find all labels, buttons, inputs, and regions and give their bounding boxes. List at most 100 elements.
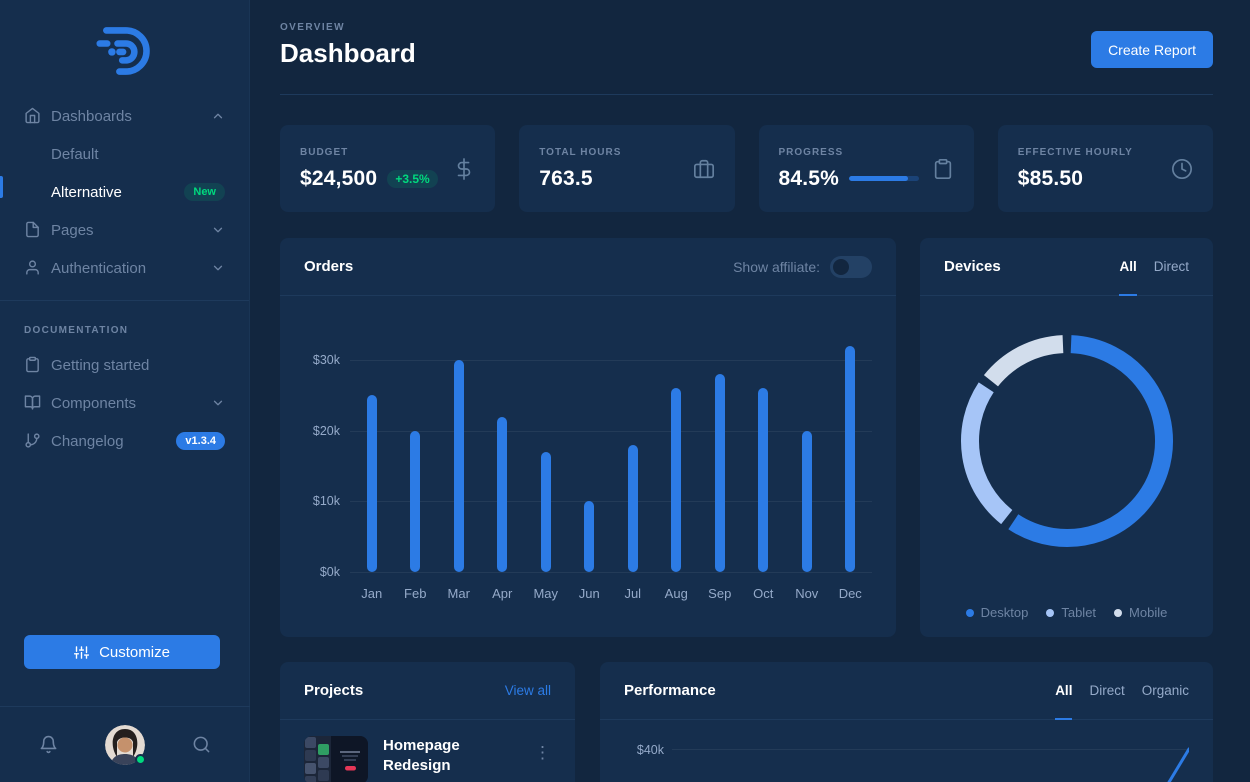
sidebar-section-heading: DOCUMENTATION bbox=[24, 325, 129, 336]
bar-jun bbox=[584, 501, 595, 572]
devices-card: Devices All Direct Desktop Tablet Mobile bbox=[920, 238, 1213, 637]
sidebar-item-default[interactable]: Default bbox=[0, 135, 249, 173]
xtick-label: Nov bbox=[795, 586, 819, 601]
chevron-down-icon bbox=[211, 396, 225, 410]
sidebar-item-pages[interactable]: Pages bbox=[0, 211, 249, 249]
bar-may bbox=[540, 451, 551, 572]
customize-label: Customize bbox=[99, 643, 170, 661]
bar-slot bbox=[524, 451, 568, 572]
xtick-label: Aug bbox=[664, 586, 688, 601]
performance-tab-organic[interactable]: Organic bbox=[1141, 682, 1189, 698]
performance-card-header: Performance All Direct Organic bbox=[600, 662, 1213, 720]
project-list-item[interactable]: Homepage Redesign ⋮ bbox=[280, 720, 575, 782]
projects-title: Projects bbox=[304, 682, 364, 699]
sidebar-item-label: Pages bbox=[51, 221, 94, 239]
bar-slot bbox=[655, 388, 699, 572]
progress-bar bbox=[849, 176, 920, 181]
stat-value: $85.50 bbox=[1017, 166, 1084, 190]
xtick-label: Sep bbox=[708, 586, 732, 601]
sidebar-item-changelog[interactable]: Changelog v1.3.4 bbox=[0, 422, 249, 460]
bar-aug bbox=[671, 388, 682, 572]
performance-tab-direct[interactable]: Direct bbox=[1089, 682, 1125, 698]
ytick-label: $0k bbox=[319, 565, 340, 579]
progress-fill bbox=[849, 176, 909, 181]
sidebar-item-alternative[interactable]: Alternative New bbox=[0, 173, 249, 211]
version-badge: v1.3.4 bbox=[176, 432, 225, 450]
dashkit-logo-icon bbox=[88, 22, 162, 85]
git-branch-icon bbox=[24, 432, 42, 450]
orders-card: Orders Show affiliate: $0k $10k $20k $30k Ja… bbox=[280, 238, 896, 637]
legend-label: Tablet bbox=[1061, 605, 1097, 620]
performance-line-chart bbox=[1167, 747, 1189, 782]
devices-donut-chart bbox=[960, 335, 1173, 547]
performance-tab-all[interactable]: All bbox=[1055, 662, 1073, 720]
bar-dec bbox=[845, 345, 856, 572]
bar-feb bbox=[410, 430, 421, 572]
ytick-label: $20k bbox=[312, 423, 340, 438]
user-avatar[interactable] bbox=[105, 724, 146, 765]
bar-slot bbox=[829, 345, 873, 572]
bar-apr bbox=[497, 416, 508, 572]
gridline bbox=[350, 572, 872, 573]
customize-button[interactable]: Customize bbox=[24, 635, 220, 669]
app-logo[interactable] bbox=[0, 0, 249, 85]
sidebar-item-label: Components bbox=[51, 394, 137, 412]
legend-item-tablet: Tablet bbox=[1046, 605, 1096, 620]
bar-oct bbox=[758, 388, 769, 572]
donut-segment-mobile bbox=[983, 335, 1064, 387]
performance-gridline bbox=[672, 749, 1189, 750]
legend-dot-mobile bbox=[1114, 608, 1123, 617]
xtick-label: Oct bbox=[753, 586, 774, 601]
sidebar-item-authentication[interactable]: Authentication bbox=[0, 249, 249, 287]
main-content: OVERVIEW Dashboard Create Report BUDGET … bbox=[250, 0, 1250, 782]
performance-line bbox=[1167, 747, 1189, 782]
stat-value: 763.5 bbox=[539, 166, 593, 190]
chevron-up-icon bbox=[211, 109, 225, 123]
devices-tab-direct[interactable]: Direct bbox=[1153, 258, 1189, 274]
legend-item-mobile: Mobile bbox=[1114, 605, 1167, 620]
show-affiliate-toggle[interactable] bbox=[830, 255, 872, 278]
xtick-label: Jan bbox=[361, 586, 383, 601]
search-icon[interactable] bbox=[192, 735, 211, 754]
devices-donut-wrap bbox=[920, 326, 1213, 556]
orders-bar-chart: $0k $10k $20k $30k Jan Feb Mar Apr May Jun Jul Aug S… bbox=[304, 345, 873, 618]
bar-slot bbox=[394, 430, 438, 572]
stat-card-effective-hourly: EFFECTIVE HOURLY $85.50 bbox=[997, 125, 1213, 212]
performance-title: Performance bbox=[624, 682, 716, 699]
bell-icon[interactable] bbox=[39, 735, 58, 754]
bar-mar bbox=[453, 360, 464, 572]
sidebar-item-label: Authentication bbox=[51, 259, 147, 277]
sidebar-item-getting-started[interactable]: Getting started bbox=[0, 346, 249, 384]
active-nav-indicator bbox=[0, 176, 3, 198]
devices-legend: Desktop Tablet Mobile bbox=[920, 605, 1213, 620]
sidebar-item-label: Alternative bbox=[51, 183, 122, 201]
sidebar-item-label: Changelog bbox=[51, 432, 124, 450]
stat-card-progress: PROGRESS 84.5% bbox=[758, 125, 974, 212]
clock-icon bbox=[1171, 158, 1193, 180]
sidebar-item-label: Dashboards bbox=[51, 107, 132, 125]
bar-jul bbox=[627, 444, 638, 572]
show-affiliate-label: Show affiliate: bbox=[733, 258, 820, 275]
bar-nov bbox=[801, 430, 812, 572]
bar-slot bbox=[742, 388, 786, 572]
donut-segment-tablet bbox=[960, 382, 1013, 525]
sidebar-nav: Dashboards Default Alternative New Pages bbox=[0, 97, 249, 460]
view-all-link[interactable]: View all bbox=[504, 683, 551, 698]
legend-label: Mobile bbox=[1129, 605, 1168, 620]
kebab-menu-icon[interactable]: ⋮ bbox=[534, 743, 551, 762]
devices-title: Devices bbox=[944, 258, 1001, 275]
xtick-label: Jun bbox=[578, 586, 600, 601]
legend-label: Desktop bbox=[980, 605, 1029, 620]
online-status-dot bbox=[135, 753, 146, 765]
devices-tab-all[interactable]: All bbox=[1119, 238, 1137, 296]
devices-card-header: Devices All Direct bbox=[920, 238, 1213, 296]
create-report-button[interactable]: Create Report bbox=[1091, 31, 1213, 68]
sidebar: Dashboards Default Alternative New Pages bbox=[0, 0, 250, 782]
bar-slot bbox=[437, 360, 481, 572]
project-title: Homepage Redesign bbox=[383, 737, 460, 774]
orders-title: Orders bbox=[304, 258, 354, 275]
gridline bbox=[350, 430, 872, 432]
performance-ytick-label: $40k bbox=[636, 743, 664, 757]
sidebar-item-components[interactable]: Components bbox=[0, 384, 249, 422]
sidebar-item-dashboards[interactable]: Dashboards bbox=[0, 97, 249, 135]
